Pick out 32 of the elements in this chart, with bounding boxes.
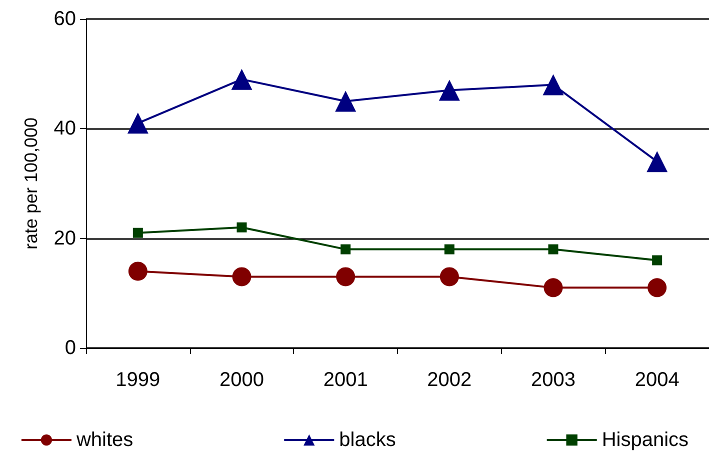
legend-label: whites xyxy=(75,429,134,451)
point xyxy=(236,222,247,232)
point xyxy=(444,244,454,254)
y-axis-title: rate per 100,000 xyxy=(21,117,41,250)
legend-label: Hispanics xyxy=(602,429,689,451)
x-tick-label: 2002 xyxy=(427,369,472,391)
point xyxy=(438,80,460,101)
x-tick-label: 2000 xyxy=(220,369,264,391)
y-tick-label: 40 xyxy=(54,118,76,140)
x-tick-label: 2004 xyxy=(634,369,680,391)
point xyxy=(440,267,459,286)
point xyxy=(544,278,563,298)
x-tick-label: 1999 xyxy=(116,369,160,391)
legend-label: blacks xyxy=(339,429,396,451)
x-tick-label: 2003 xyxy=(531,369,576,391)
point xyxy=(132,228,143,238)
point xyxy=(542,74,564,96)
point xyxy=(648,278,667,298)
point xyxy=(128,262,148,281)
y-tick-label: 20 xyxy=(54,227,76,250)
y-tick-label: 60 xyxy=(54,8,76,30)
point xyxy=(340,244,351,254)
point xyxy=(232,267,252,286)
point xyxy=(231,68,252,90)
point xyxy=(335,90,356,112)
point xyxy=(127,112,148,134)
point xyxy=(336,267,356,286)
point xyxy=(646,151,668,172)
point xyxy=(652,255,662,266)
point xyxy=(548,244,558,254)
y-tick-label: 0 xyxy=(64,337,76,359)
x-tick-label: 2001 xyxy=(323,369,368,391)
